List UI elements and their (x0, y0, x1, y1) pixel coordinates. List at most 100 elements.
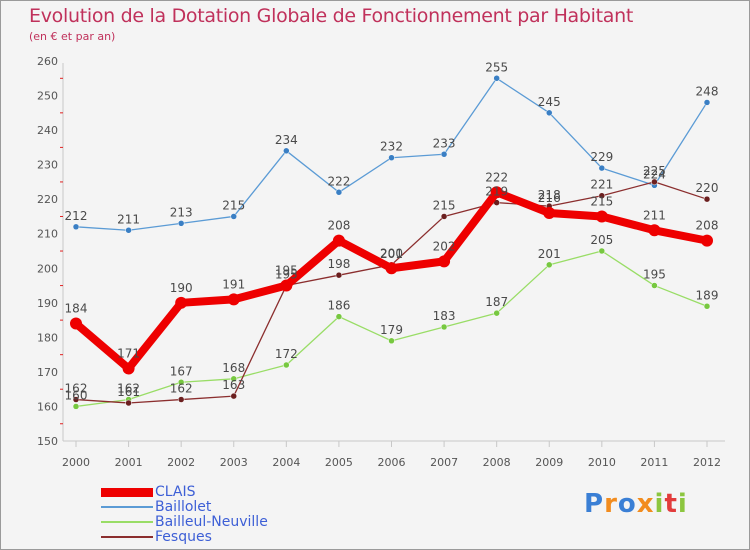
x-tick-label: 2010 (588, 456, 616, 469)
data-label-bailleul-neuville: 168 (222, 361, 245, 375)
x-tick-label: 2009 (535, 456, 563, 469)
data-label-fesques: 219 (485, 185, 508, 199)
data-label-bailleul-neuville: 179 (380, 323, 403, 337)
y-tick-label: 200 (37, 262, 58, 275)
data-label-baillolet: 224 (643, 167, 666, 181)
data-label-baillolet: 213 (170, 205, 193, 219)
data-point-baillolet (440, 151, 448, 158)
data-point-clais (332, 234, 345, 247)
data-label-bailleul-neuville: 172 (275, 347, 298, 361)
legend-item-baillolet: Baillolet (101, 500, 268, 515)
data-label-bailleul-neuville: 205 (590, 233, 613, 247)
y-tick-label: 160 (37, 400, 58, 413)
legend-swatch-clais (101, 488, 153, 497)
data-point-fesques (125, 399, 132, 407)
data-point-bailleul-neuville (177, 379, 185, 386)
data-label-clais: 208 (696, 219, 719, 233)
logo-letter: x (636, 489, 655, 519)
logo-letter: t (664, 489, 678, 519)
data-label-bailleul-neuville: 195 (643, 268, 666, 282)
data-point-clais (175, 296, 188, 309)
x-tick-label: 2008 (483, 456, 511, 469)
data-point-baillolet (598, 164, 606, 172)
legend-swatch-bailleul-neuville (101, 521, 153, 523)
x-tick-label: 2001 (115, 456, 143, 469)
chart-subtitle: (en € et par an) (29, 30, 116, 43)
data-label-fesques: 163 (222, 378, 245, 392)
data-point-clais (438, 255, 451, 268)
data-point-baillolet (388, 154, 395, 161)
data-point-clais (280, 279, 293, 292)
data-point-bailleul-neuville (598, 247, 606, 255)
data-label-clais: 195 (275, 264, 298, 278)
logo-letter: P (584, 489, 605, 519)
logo-letter: o (617, 489, 637, 519)
data-label-fesques: 161 (117, 385, 140, 399)
data-point-clais (122, 362, 135, 375)
data-label-baillolet: 248 (696, 84, 719, 98)
data-point-clais (595, 210, 608, 223)
x-tick-label: 2002 (167, 456, 195, 469)
data-label-clais: 202 (433, 239, 456, 253)
data-point-bailleul-neuville (230, 375, 237, 383)
data-label-clais: 222 (485, 170, 508, 184)
data-point-baillolet (493, 75, 500, 82)
logo-letter: i (654, 489, 665, 519)
data-point-clais (543, 207, 556, 219)
data-point-clais (648, 224, 661, 237)
data-point-fesques (230, 392, 237, 400)
data-point-clais (70, 317, 82, 330)
y-tick-label: 220 (37, 193, 58, 206)
data-point-baillolet (283, 147, 290, 155)
data-label-baillolet: 232 (380, 140, 403, 154)
data-point-baillolet (72, 223, 80, 231)
x-tick-label: 2007 (430, 456, 458, 469)
data-point-clais (227, 293, 240, 306)
data-label-baillolet: 234 (275, 133, 298, 147)
data-point-bailleul-neuville (546, 261, 553, 269)
data-point-baillolet (546, 109, 553, 117)
data-label-fesques: 215 (433, 198, 456, 212)
data-label-bailleul-neuville: 167 (170, 364, 193, 378)
data-label-clais: 191 (222, 277, 245, 291)
y-tick-label: 190 (37, 297, 58, 310)
data-point-clais (490, 186, 503, 199)
data-label-baillolet: 245 (538, 95, 561, 109)
data-label-bailleul-neuville: 186 (327, 299, 350, 313)
data-label-clais: 215 (590, 194, 613, 208)
legend-label-baillolet: Baillolet (155, 499, 212, 515)
x-tick-label: 2011 (640, 456, 668, 469)
data-point-bailleul-neuville (440, 323, 448, 331)
data-label-fesques: 162 (65, 382, 88, 396)
data-point-bailleul-neuville (493, 309, 500, 317)
data-label-fesques: 162 (170, 382, 193, 396)
x-tick-label: 2004 (272, 456, 300, 469)
data-label-baillolet: 211 (117, 212, 140, 226)
data-label-fesques: 201 (380, 247, 403, 261)
data-label-bailleul-neuville: 183 (433, 309, 456, 323)
data-label-clais: 171 (117, 346, 140, 360)
y-tick-label: 210 (37, 228, 58, 241)
data-label-fesques: 225 (643, 164, 666, 178)
data-point-bailleul-neuville (651, 282, 658, 289)
data-label-bailleul-neuville: 160 (65, 388, 88, 402)
data-point-fesques (598, 192, 606, 199)
data-point-bailleul-neuville (703, 303, 711, 310)
data-point-baillolet (703, 99, 711, 106)
data-label-fesques: 195 (275, 268, 298, 282)
data-label-bailleul-neuville: 201 (538, 247, 561, 261)
logo-letter: r (604, 489, 618, 519)
data-label-fesques: 220 (696, 181, 719, 195)
data-label-fesques: 221 (590, 178, 613, 192)
chart-lines (70, 75, 713, 410)
data-point-bailleul-neuville (388, 337, 395, 345)
data-point-fesques (703, 195, 711, 203)
legend-swatch-baillolet (101, 506, 153, 508)
data-label-baillolet: 229 (590, 150, 613, 164)
data-label-clais: 190 (170, 281, 193, 295)
data-label-baillolet: 255 (485, 60, 508, 74)
data-point-fesques (177, 396, 185, 403)
legend-label-fesques: Fesques (155, 529, 212, 545)
data-label-baillolet: 212 (65, 209, 88, 223)
